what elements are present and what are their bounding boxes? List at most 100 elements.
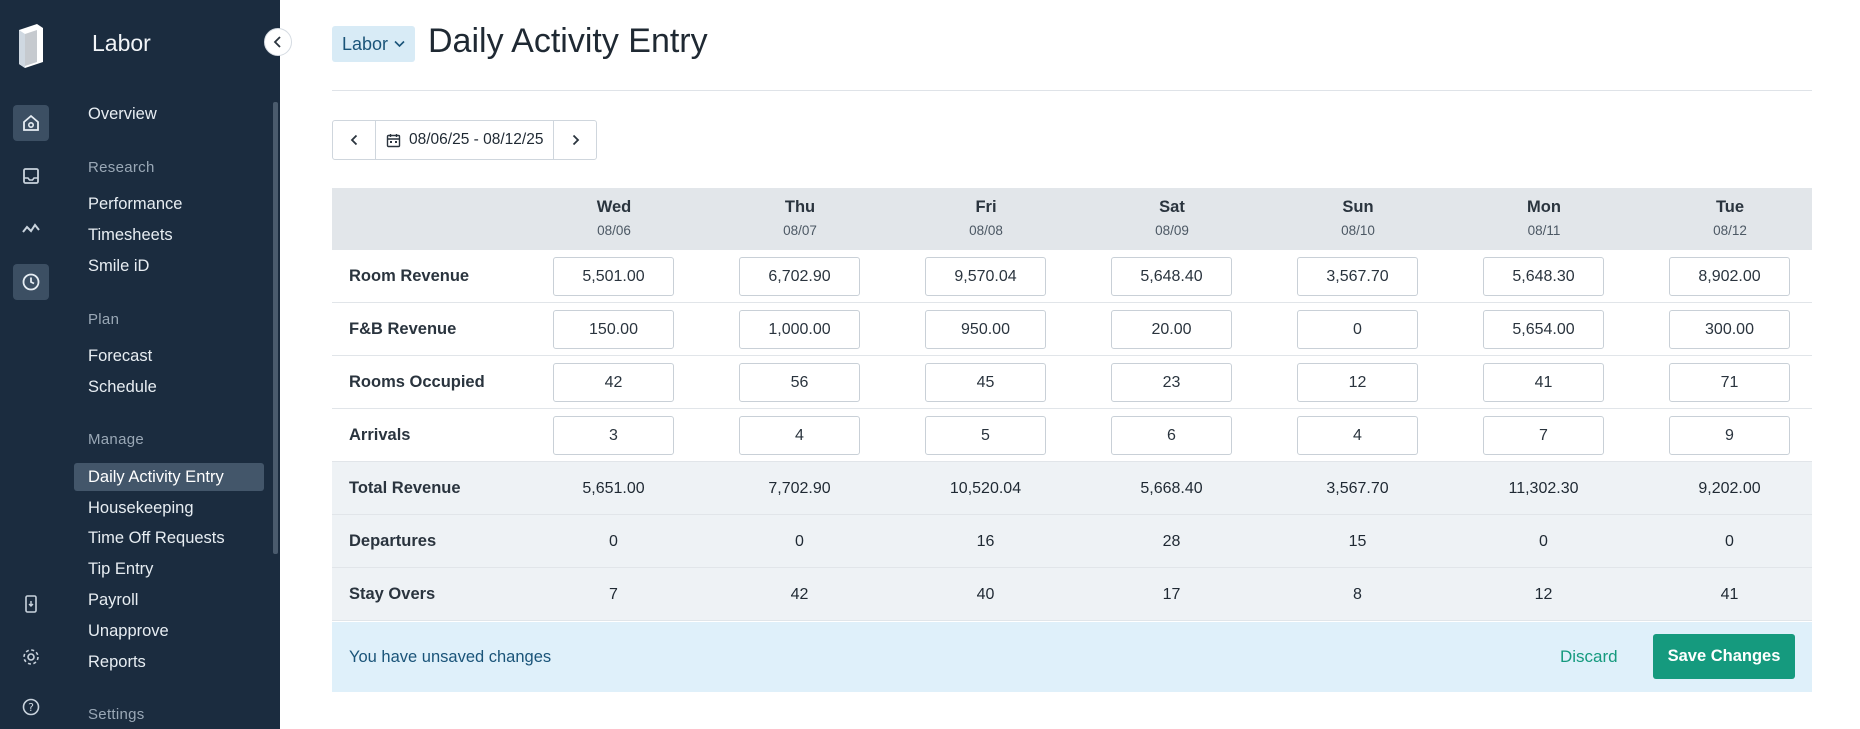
unsaved-changes-banner: You have unsaved changes Discard Save Ch… [332,622,1812,692]
mobile-icon[interactable] [13,586,49,622]
entry-input[interactable] [553,363,674,402]
day-date: 08/07 [783,223,817,238]
table-row: Arrivals [332,409,1812,462]
day-name: Mon [1527,198,1561,216]
sidebar-item-time-off-requests[interactable]: Time Off Requests [88,529,225,547]
day-name: Sun [1342,198,1374,216]
entry-input[interactable] [1483,310,1604,349]
entry-input[interactable] [1297,257,1418,296]
chevron-left-icon [350,134,357,146]
entry-input[interactable] [925,257,1046,296]
day-column-header: Sun 08/10 [1298,198,1418,238]
entry-input[interactable] [739,363,860,402]
entry-input[interactable] [925,363,1046,402]
module-selector-button[interactable]: Labor [332,26,416,62]
calculated-value: 7,702.90 [768,480,831,497]
entry-input[interactable] [1111,257,1232,296]
calculated-value: 0 [1725,533,1734,550]
row-label: Total Revenue [349,479,461,497]
svg-text:?: ? [28,701,34,714]
entry-input[interactable] [739,257,860,296]
sidebar-item-unapprove[interactable]: Unapprove [88,622,169,640]
row-label: Departures [349,532,437,550]
sidebar-item-smile-id[interactable]: Smile iD [88,257,150,275]
entry-input[interactable] [1669,363,1790,402]
entry-input[interactable] [1669,310,1790,349]
sidebar-item-tip-entry[interactable]: Tip Entry [88,560,154,578]
gear-icon[interactable] [13,639,49,675]
calculated-value: 5,668.40 [1140,480,1203,497]
chevron-left-icon [273,36,281,48]
activity-grid: Wed 08/06 Thu 08/07 Fri 08/08 Sat 08/09 Sun 08/10… [332,188,1812,621]
help-icon[interactable]: ? [13,689,49,725]
home-icon[interactable] [13,105,49,141]
calculated-value: 0 [1539,533,1548,550]
day-name: Sat [1159,198,1185,216]
day-date: 08/06 [597,223,631,238]
row-label: Stay Overs [349,585,436,603]
clock-icon[interactable] [13,264,49,300]
sidebar-scrollbar[interactable] [273,102,278,554]
entry-input[interactable] [1297,363,1418,402]
entry-input[interactable] [739,310,860,349]
sidebar-item-housekeeping[interactable]: Housekeeping [88,499,194,517]
day-date: 08/08 [969,223,1003,238]
day-name: Fri [975,198,997,216]
previous-week-button[interactable] [333,121,375,159]
sidebar-item-schedule[interactable]: Schedule [88,378,157,396]
next-week-button[interactable] [554,121,596,159]
entry-input[interactable] [1297,310,1418,349]
sidebar-item-performance[interactable]: Performance [88,195,183,213]
entry-input[interactable] [1669,416,1790,455]
nav-section-settings: Settings [88,706,145,723]
sidebar-item-timesheets[interactable]: Timesheets [88,226,173,244]
module-selector-label: Labor [342,34,389,54]
sidebar-item-reports[interactable]: Reports [88,653,146,671]
calculated-value: 9,202.00 [1698,480,1761,497]
entry-input[interactable] [739,416,860,455]
day-name: Thu [784,198,816,216]
inbox-icon[interactable] [13,158,49,194]
sidebar-item-daily-activity-entry[interactable]: Daily Activity Entry [74,463,264,491]
sidebar-item-overview[interactable]: Overview [88,105,157,123]
day-column-header: Sat 08/09 [1112,198,1232,238]
day-column-header: Thu 08/07 [740,198,860,238]
entry-input[interactable] [1111,416,1232,455]
entry-input[interactable] [1297,416,1418,455]
calculated-value: 41 [1720,586,1739,603]
entry-input[interactable] [553,257,674,296]
save-changes-button[interactable]: Save Changes [1653,634,1795,679]
calculated-value: 3,567.70 [1326,480,1389,497]
calculated-value: 5,651.00 [582,480,645,497]
sidebar-item-forecast[interactable]: Forecast [88,347,153,365]
calculated-value: 7 [609,586,618,603]
entry-input[interactable] [1483,416,1604,455]
entry-input[interactable] [553,416,674,455]
sidebar-item-payroll[interactable]: Payroll [88,591,139,609]
nav-section-research: Research [88,159,155,176]
table-row: Total Revenue 5,651.00 7,702.90 10,520.04 5,… [332,462,1812,515]
entry-input[interactable] [925,416,1046,455]
logo-icon[interactable] [15,22,47,68]
header-divider [332,90,1812,91]
entry-input[interactable] [925,310,1046,349]
table-row: Room Revenue [332,250,1812,303]
day-column-header: Tue 08/12 [1670,198,1790,238]
entry-input[interactable] [1669,257,1790,296]
date-range-picker[interactable]: 08/06/25 - 08/12/25 [375,121,555,159]
calculated-value: 0 [795,533,804,550]
entry-input[interactable] [1111,310,1232,349]
day-name: Tue [1715,198,1745,216]
entry-input[interactable] [1483,363,1604,402]
table-row: Rooms Occupied [332,356,1812,409]
collapse-sidebar-button[interactable] [264,28,292,56]
discard-button[interactable]: Discard [1560,647,1618,666]
row-label: Rooms Occupied [349,373,485,391]
entry-input[interactable] [1111,363,1232,402]
sidebar: Labor Overview Research Performance Time… [66,0,292,729]
entry-input[interactable] [1483,257,1604,296]
analytics-icon[interactable] [13,211,49,247]
entry-input[interactable] [553,310,674,349]
calendar-icon [386,133,401,147]
calculated-value: 40 [976,586,995,603]
